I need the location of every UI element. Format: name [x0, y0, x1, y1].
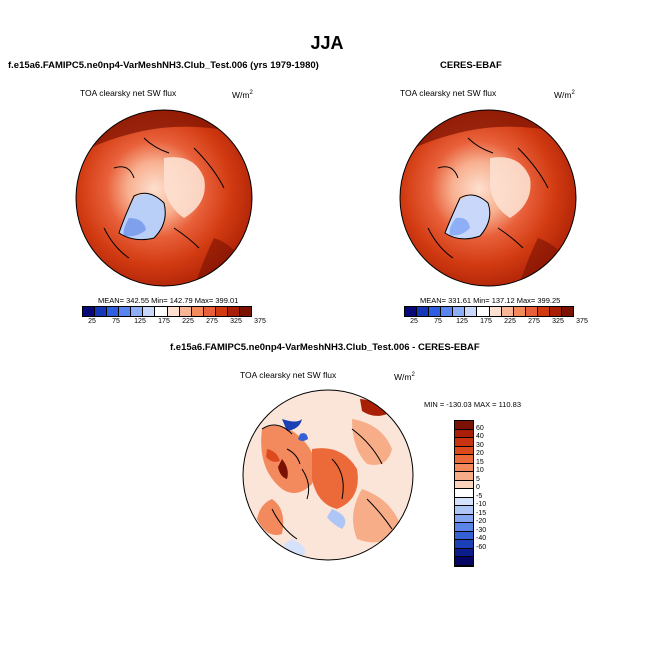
colorbar-tick-label: 225	[504, 318, 516, 325]
colorbar-tick-label: 175	[158, 318, 170, 325]
diff-colorbar-label: 40	[476, 433, 484, 440]
colorbar-swatch	[429, 307, 442, 316]
colorbar-tick-label: 175	[480, 318, 492, 325]
colorbar-swatch	[143, 307, 156, 316]
colorbar-swatch	[131, 307, 144, 316]
diff-colorbar-swatch	[455, 489, 473, 498]
diff-colorbar-swatch	[455, 438, 473, 447]
diff-colorbar-label: -30	[476, 526, 487, 534]
colorbar-swatch	[119, 307, 132, 316]
diff-colorbar-label: 10	[476, 467, 484, 474]
colorbar-swatch	[477, 307, 490, 316]
panel-2-polar-map	[399, 109, 577, 287]
diff-colorbar-label: 30	[476, 441, 484, 449]
panel-1-colorbar	[82, 306, 252, 317]
diff-panel-polar-map	[242, 389, 414, 561]
colorbar-tick-label: 325	[230, 318, 242, 325]
diff-colorbar-swatch	[455, 514, 473, 523]
colorbar-swatch	[215, 307, 228, 316]
colorbar-swatch	[95, 307, 108, 316]
diff-panel-units: W/m2	[394, 372, 415, 382]
diff-colorbar-swatch	[455, 548, 473, 557]
colorbar-tick-label: 375	[576, 318, 588, 325]
colorbar-tick-label: 125	[134, 318, 146, 325]
colorbar-swatch	[191, 307, 204, 316]
colorbar-swatch	[107, 307, 120, 316]
colorbar-tick-label: 75	[112, 318, 120, 325]
colorbar-swatch	[465, 307, 478, 316]
colorbar-swatch	[525, 307, 538, 316]
panel-2-subtitle: TOA clearsky net SW flux	[400, 88, 497, 98]
diff-colorbar-label: 20	[476, 450, 484, 457]
colorbar-swatch	[549, 307, 563, 316]
diff-colorbar-swatch	[455, 506, 473, 515]
panel-1-colorbar-ticks: 25 75 125 175 225 275 325 375	[82, 318, 266, 328]
colorbar-tick-label: 225	[182, 318, 194, 325]
panel-2-units: W/m2	[554, 90, 575, 100]
colorbar-swatch	[179, 307, 192, 316]
diff-colorbar-swatch	[455, 429, 473, 438]
diff-colorbar-label: -40	[476, 535, 487, 542]
colorbar-swatch	[453, 307, 466, 316]
page-title: JJA	[310, 33, 344, 53]
colorbar-swatch	[501, 307, 514, 316]
diff-colorbar-swatch	[455, 480, 473, 489]
colorbar-swatch	[417, 307, 430, 316]
diff-colorbar-label: 5	[476, 475, 480, 483]
diff-colorbar-label: -20	[476, 518, 487, 525]
colorbar-swatch	[167, 307, 180, 316]
colorbar-tick-label: 275	[206, 318, 218, 325]
diff-colorbar-swatch	[455, 540, 473, 549]
colorbar-tick-label: 275	[528, 318, 540, 325]
diff-colorbar-label: -5	[476, 492, 483, 500]
colorbar-tick-label: 125	[456, 318, 468, 325]
colorbar-tick-label: 325	[552, 318, 564, 325]
panel-1-polar-map	[75, 109, 253, 287]
diff-colorbar-swatch	[455, 421, 473, 430]
diff-colorbar-swatch	[455, 497, 473, 506]
colorbar-swatch	[83, 307, 96, 316]
panel-1-stats: MEAN= 342.55 Min= 142.79 Max= 399.01	[98, 296, 239, 305]
colorbar-swatch	[240, 307, 252, 316]
colorbar-swatch	[513, 307, 526, 316]
diff-colorbar-label: 15	[476, 458, 484, 466]
colorbar-swatch	[537, 307, 550, 316]
colorbar-swatch	[441, 307, 454, 316]
colorbar-tick-label: 25	[410, 318, 418, 325]
colorbar-swatch	[203, 307, 216, 316]
diff-colorbar-labels: 60 40 30 20 15 10 5 0 -5 -10 -15 -20 -30 -40 -60	[476, 420, 506, 570]
diff-colorbar-swatch	[455, 531, 473, 540]
panel-2-colorbar-ticks: 25 75 125 175 225 275 325 375	[404, 318, 588, 328]
panel-1-units: W/m2	[232, 90, 253, 100]
colorbar-swatch	[489, 307, 502, 316]
colorbar-tick-label: 75	[434, 318, 442, 325]
diff-colorbar-swatch	[455, 463, 473, 472]
diff-colorbar-label: -10	[476, 501, 487, 508]
diff-colorbar-label: 60	[476, 424, 484, 432]
diff-panel-minmax: MIN = -130.03 MAX = 110.83	[424, 400, 521, 409]
diff-colorbar-label: -15	[476, 509, 487, 517]
diff-colorbar-swatch	[455, 557, 473, 566]
diff-colorbar-swatch	[455, 455, 473, 464]
diff-colorbar-swatch	[455, 446, 473, 455]
colorbar-tick-label: 25	[88, 318, 96, 325]
panel-1-title: f.e15a6.FAMIPC5.ne0np4-VarMeshNH3.Club_T…	[8, 60, 319, 71]
colorbar-swatch	[405, 307, 418, 316]
diff-colorbar	[454, 420, 474, 567]
panel-2-stats: MEAN= 331.61 Min= 137.12 Max= 399.25	[420, 296, 561, 305]
colorbar-swatch	[155, 307, 168, 316]
diff-colorbar-label: -60	[476, 543, 487, 551]
colorbar-tick-label: 375	[254, 318, 266, 325]
panel-2-title: CERES-EBAF	[440, 60, 502, 71]
diff-panel-subtitle: TOA clearsky net SW flux	[240, 370, 337, 380]
diff-colorbar-label: 0	[476, 484, 480, 491]
diff-colorbar-swatch	[455, 472, 473, 481]
diff-panel-title: f.e15a6.FAMIPC5.ne0np4-VarMeshNH3.Club_T…	[170, 342, 480, 353]
diff-colorbar-swatch	[455, 523, 473, 532]
panel-1-subtitle: TOA clearsky net SW flux	[80, 88, 177, 98]
colorbar-swatch	[227, 307, 241, 316]
panel-2-colorbar	[404, 306, 574, 317]
colorbar-swatch	[562, 307, 574, 316]
